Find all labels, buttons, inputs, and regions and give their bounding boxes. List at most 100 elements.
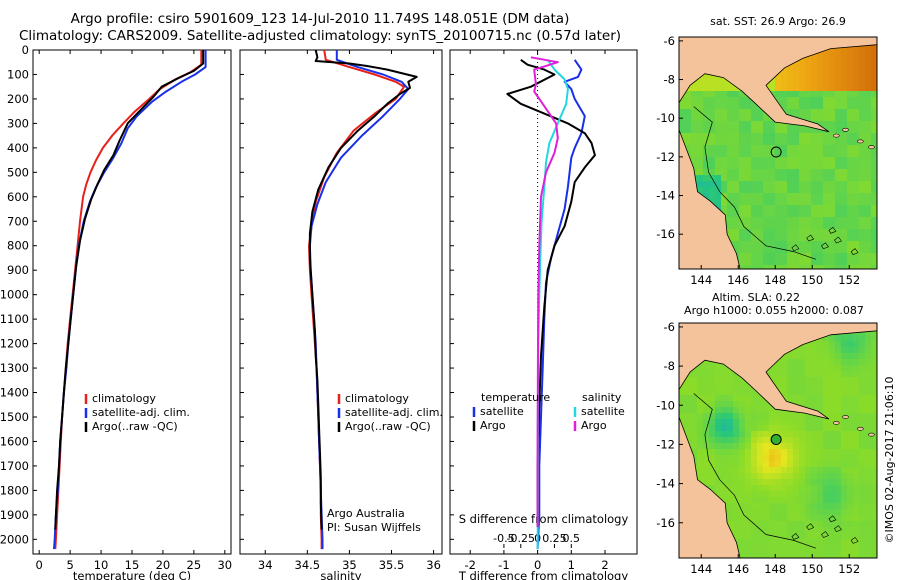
map-cell xyxy=(787,235,794,242)
map-cell xyxy=(805,383,812,390)
map-cell xyxy=(757,235,764,242)
map-cell xyxy=(739,103,746,110)
map-cell xyxy=(763,127,770,134)
map-cell xyxy=(775,121,782,128)
map-cell xyxy=(709,395,716,402)
map-cell xyxy=(841,533,848,540)
map-cell xyxy=(799,181,806,188)
map-cell xyxy=(805,377,812,384)
map-cell xyxy=(829,127,836,134)
map-cell xyxy=(829,539,836,546)
map-cell xyxy=(757,485,764,492)
map-cell xyxy=(775,235,782,242)
map-cell xyxy=(817,121,824,128)
map-cell xyxy=(811,151,818,158)
map-cell xyxy=(865,43,872,50)
map-cell xyxy=(793,389,800,396)
map-cell xyxy=(859,259,866,266)
island xyxy=(832,420,840,425)
map-cell xyxy=(751,407,758,414)
map-cell xyxy=(823,437,830,444)
map-cell xyxy=(865,545,872,552)
map-cell xyxy=(835,491,842,498)
map-cell xyxy=(733,217,740,224)
map-cell xyxy=(763,449,770,456)
map-cell xyxy=(679,103,686,110)
map-cell xyxy=(775,265,782,269)
map-cell xyxy=(763,461,770,468)
map-cell xyxy=(841,545,848,552)
map-cell xyxy=(751,133,758,140)
map-cell xyxy=(811,473,818,480)
map-cell xyxy=(733,187,740,194)
map-cell xyxy=(751,229,758,236)
map-cell xyxy=(859,247,866,254)
map-cell xyxy=(775,259,782,266)
map-cell xyxy=(805,253,812,260)
map-cell xyxy=(787,265,794,269)
map-cell xyxy=(715,97,722,104)
map-cell xyxy=(787,371,794,378)
map-cell xyxy=(787,491,794,498)
map-cell xyxy=(787,205,794,212)
map-cell xyxy=(841,359,848,366)
map-cell xyxy=(829,467,836,474)
map-cell xyxy=(727,497,734,504)
map-cell xyxy=(769,229,776,236)
map-cell xyxy=(871,503,877,510)
map-cell xyxy=(823,335,830,342)
legend-label: Argo xyxy=(480,419,506,432)
map-cell xyxy=(853,437,860,444)
map-cell xyxy=(763,497,770,504)
map-cell xyxy=(865,467,872,474)
map-cell xyxy=(853,79,860,86)
map-cell xyxy=(745,253,752,260)
map-cell xyxy=(727,115,734,122)
map-cell xyxy=(829,115,836,122)
map-cell xyxy=(847,431,854,438)
map-cell xyxy=(871,223,877,230)
map-cell xyxy=(871,253,877,260)
map-cell xyxy=(781,97,788,104)
map-cell xyxy=(757,497,764,504)
map-cell xyxy=(751,437,758,444)
map-cell xyxy=(823,401,830,408)
map-cell xyxy=(745,533,752,540)
map-cell xyxy=(853,533,860,540)
map-cell xyxy=(757,169,764,176)
map-cell xyxy=(745,551,752,558)
map-cell xyxy=(853,527,860,534)
map-cell xyxy=(865,217,872,224)
map-cell xyxy=(871,55,877,62)
map-cell xyxy=(775,521,782,528)
map-cell xyxy=(847,61,854,68)
map-cell xyxy=(817,473,824,480)
map-cell xyxy=(715,407,722,414)
map-cell xyxy=(823,389,830,396)
map-cell xyxy=(787,253,794,260)
map-cell xyxy=(709,383,716,390)
map-cell xyxy=(871,67,877,74)
map-cell xyxy=(859,437,866,444)
map-cell xyxy=(823,253,830,260)
map-cell xyxy=(745,193,752,200)
map-cell xyxy=(847,389,854,396)
map-cell xyxy=(853,229,860,236)
map-cell xyxy=(715,109,722,116)
map-cell xyxy=(739,551,746,558)
map-cell xyxy=(775,127,782,134)
map-cell xyxy=(823,449,830,456)
map-cell xyxy=(733,449,740,456)
map-cell xyxy=(763,229,770,236)
map-cell xyxy=(727,413,734,420)
map-cell xyxy=(853,55,860,62)
map-cell xyxy=(835,205,842,212)
map_sla-ytick-label: -10 xyxy=(656,398,675,412)
map-cell xyxy=(841,241,848,248)
map-cell xyxy=(847,181,854,188)
map-cell xyxy=(787,389,794,396)
map-cell xyxy=(739,443,746,450)
map-cell xyxy=(817,407,824,414)
map-cell xyxy=(727,151,734,158)
map-cell xyxy=(817,425,824,432)
